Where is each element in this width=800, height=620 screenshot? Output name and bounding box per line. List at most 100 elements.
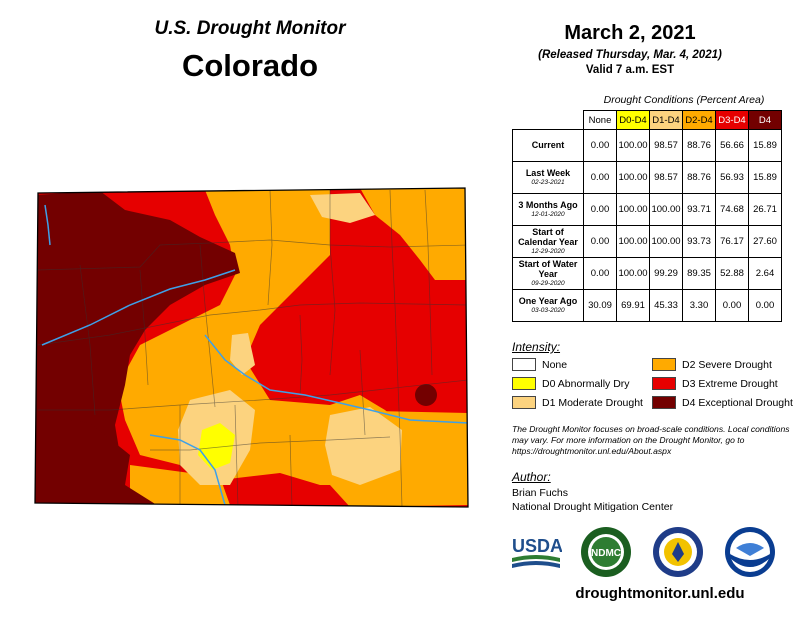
table-cell: 15.89 bbox=[748, 129, 782, 162]
table-cell: 52.88 bbox=[715, 257, 749, 290]
legend-swatch bbox=[652, 396, 676, 409]
colorado-river bbox=[41, 269, 236, 346]
row-label: Start of Water Year 09-29-2020 bbox=[512, 257, 584, 290]
d4-northwest-region bbox=[35, 191, 240, 455]
legend-item: D0 Abnormally Dry bbox=[512, 377, 630, 390]
legend-label: D1 Moderate Drought bbox=[542, 396, 643, 409]
d1-southeast-region bbox=[325, 407, 402, 485]
state-border bbox=[34, 187, 469, 508]
table-cell: 0.00 bbox=[583, 129, 617, 162]
table-cell: 88.76 bbox=[682, 161, 716, 194]
d0-region bbox=[198, 423, 235, 470]
commerce-seal-logo bbox=[653, 527, 703, 577]
row-label-text: Last Week bbox=[525, 167, 571, 178]
intensity-title: Intensity: bbox=[512, 340, 561, 354]
row-label-text: Start of Water Year bbox=[518, 259, 578, 279]
disclaimer-text: The Drought Monitor focuses on broad-sca… bbox=[512, 424, 790, 457]
legend-label: D0 Abnormally Dry bbox=[542, 377, 630, 390]
legend-swatch bbox=[652, 358, 676, 371]
table-cell: 26.71 bbox=[748, 193, 782, 226]
row-date: 09-29-2020 bbox=[531, 279, 565, 287]
row-label: Start of Calendar Year 12-29-2020 bbox=[512, 225, 584, 258]
table-cell: 100.00 bbox=[616, 257, 650, 290]
table-cell: 89.35 bbox=[682, 257, 716, 290]
table-row: One Year Ago 03-03-2020 30.09 69.91 45.33 3.3… bbox=[512, 289, 782, 322]
table-cell: 45.33 bbox=[649, 289, 683, 322]
table-cell: 2.64 bbox=[748, 257, 782, 290]
footer-url[interactable]: droughtmonitor.unl.edu bbox=[575, 585, 745, 602]
table-cell: 93.71 bbox=[682, 193, 716, 226]
d4-southwest-region bbox=[35, 415, 160, 507]
table-cell: 15.89 bbox=[748, 161, 782, 194]
d2-northeast-region bbox=[360, 188, 468, 280]
drought-conditions-table: None D0-D4 D1-D4 D2-D4 D3-D4 D4 Current 0.00 10… bbox=[512, 110, 782, 322]
table-row: Start of Water Year 09-29-2020 0.00 100.00 9… bbox=[512, 257, 782, 290]
table-cell: 100.00 bbox=[616, 193, 650, 226]
table-row: Last Week 02-23-2021 0.00 100.00 98.57 88.76 5… bbox=[512, 161, 782, 194]
table-cell: 0.00 bbox=[583, 225, 617, 258]
table-row: Start of Calendar Year 12-29-2020 0.00 100.… bbox=[512, 225, 782, 258]
legend-item: D3 Extreme Drought bbox=[652, 377, 778, 390]
table-cell: 100.00 bbox=[616, 161, 650, 194]
row-label: One Year Ago 03-03-2020 bbox=[512, 289, 584, 322]
colorado-drought-map bbox=[34, 187, 469, 508]
ndmc-logo-text: NDMC bbox=[591, 548, 621, 559]
table-cell: 88.76 bbox=[682, 129, 716, 162]
noaa-logo: NOAA bbox=[725, 527, 775, 577]
column-header-d0-d4: D0-D4 bbox=[616, 110, 650, 130]
table-cell: 99.29 bbox=[649, 257, 683, 290]
row-label: Last Week 02-23-2021 bbox=[512, 161, 584, 194]
column-header-d2-d4: D2-D4 bbox=[682, 110, 716, 130]
table-cell: 0.00 bbox=[583, 257, 617, 290]
row-date: 12-01-2020 bbox=[531, 210, 565, 218]
table-cell: 100.00 bbox=[649, 225, 683, 258]
rio-grande bbox=[149, 434, 226, 506]
table-cell: 56.66 bbox=[715, 129, 749, 162]
row-date: 03-03-2020 bbox=[531, 306, 565, 314]
map-subtitle: U.S. Drought Monitor bbox=[154, 18, 346, 39]
column-header-d4: D4 bbox=[748, 110, 782, 130]
table-cell: 0.00 bbox=[748, 289, 782, 322]
table-caption: Drought Conditions (Percent Area) bbox=[603, 94, 765, 106]
table-cell: 0.00 bbox=[715, 289, 749, 322]
legend-item: D2 Severe Drought bbox=[652, 358, 772, 371]
row-label-text: One Year Ago bbox=[518, 295, 578, 306]
legend-swatch bbox=[512, 377, 536, 390]
legend-item: None bbox=[512, 358, 567, 371]
row-label: Current bbox=[512, 129, 584, 162]
date-block: March 2, 2021 (Released Thursday, Mar. 4… bbox=[520, 22, 740, 76]
row-date: 12-29-2020 bbox=[531, 247, 565, 255]
table-cell: 98.57 bbox=[649, 129, 683, 162]
table-header-row: None D0-D4 D1-D4 D2-D4 D3-D4 D4 bbox=[512, 110, 782, 130]
row-label-text: Start of Calendar Year bbox=[518, 227, 578, 247]
legend-label: None bbox=[542, 358, 568, 371]
arkansas-river bbox=[204, 334, 468, 424]
row-label: 3 Months Ago 12-01-2020 bbox=[512, 193, 584, 226]
noaa-logo-text: NOAA bbox=[741, 535, 759, 541]
rivers bbox=[41, 204, 468, 506]
legend-label: D2 Severe Drought bbox=[682, 358, 772, 371]
north-platte bbox=[44, 204, 51, 246]
legend-label: D4 Exceptional Drought bbox=[682, 396, 793, 409]
table-cell: 100.00 bbox=[616, 129, 650, 162]
d1-central-region bbox=[230, 333, 255, 375]
column-header-d1-d4: D1-D4 bbox=[649, 110, 683, 130]
legend-swatch bbox=[512, 396, 536, 409]
author-org: National Drought Mitigation Center bbox=[512, 501, 674, 513]
legend-swatch bbox=[652, 377, 676, 390]
table-cell: 76.17 bbox=[715, 225, 749, 258]
table-cell: 3.30 bbox=[682, 289, 716, 322]
row-label-text: 3 Months Ago bbox=[518, 199, 578, 210]
release-date: (Released Thursday, Mar. 4, 2021) bbox=[538, 49, 722, 61]
table-cell: 0.00 bbox=[583, 193, 617, 226]
table-cell: 74.68 bbox=[715, 193, 749, 226]
legend-swatch bbox=[512, 358, 536, 371]
header-blank-cell bbox=[512, 110, 584, 130]
usda-logo: USDA bbox=[512, 536, 562, 568]
table-cell: 100.00 bbox=[616, 225, 650, 258]
table-cell: 0.00 bbox=[583, 161, 617, 194]
legend-item: D4 Exceptional Drought bbox=[652, 396, 793, 409]
table-row: 3 Months Ago 12-01-2020 0.00 100.00 100.00 93… bbox=[512, 193, 782, 226]
d1-north-region bbox=[310, 193, 375, 223]
d4-southeast-spot bbox=[415, 384, 437, 406]
